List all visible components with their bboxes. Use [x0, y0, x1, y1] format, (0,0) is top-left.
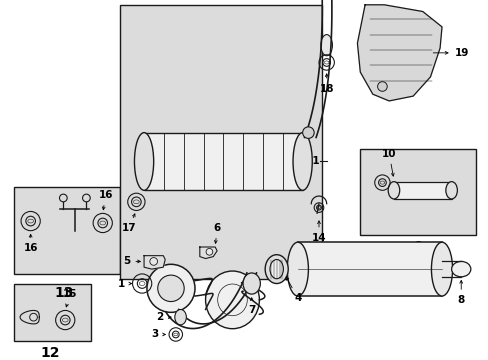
Circle shape	[377, 82, 386, 91]
Text: 15: 15	[62, 289, 77, 307]
Text: 13: 13	[55, 287, 74, 300]
Text: 9: 9	[412, 240, 422, 254]
Bar	[120, 5, 321, 279]
Ellipse shape	[320, 35, 332, 56]
Ellipse shape	[269, 260, 283, 279]
Ellipse shape	[134, 132, 153, 190]
Ellipse shape	[264, 255, 287, 284]
Circle shape	[158, 275, 184, 302]
Circle shape	[205, 248, 212, 255]
Bar	[297, 242, 441, 296]
Polygon shape	[144, 256, 165, 269]
Polygon shape	[357, 5, 441, 101]
Bar	[14, 188, 120, 274]
Ellipse shape	[243, 273, 260, 294]
Ellipse shape	[387, 182, 399, 199]
Ellipse shape	[286, 242, 308, 296]
Ellipse shape	[292, 132, 312, 190]
Text: 16: 16	[23, 234, 38, 253]
Ellipse shape	[445, 182, 456, 199]
Text: 5: 5	[123, 256, 140, 266]
Circle shape	[147, 264, 195, 312]
Text: 12: 12	[40, 346, 60, 360]
Ellipse shape	[430, 242, 452, 296]
Text: 16: 16	[98, 190, 113, 210]
Bar	[360, 149, 475, 235]
Text: –11: –11	[300, 157, 319, 166]
Text: 4: 4	[285, 277, 301, 303]
Text: 14: 14	[311, 221, 325, 243]
Bar	[14, 284, 91, 341]
Ellipse shape	[205, 271, 259, 329]
Bar	[144, 132, 302, 190]
Polygon shape	[200, 247, 217, 258]
Text: 17: 17	[121, 214, 136, 233]
Text: 7: 7	[247, 298, 255, 315]
Text: 18: 18	[319, 74, 333, 94]
Text: 3: 3	[151, 329, 165, 339]
Ellipse shape	[175, 310, 186, 325]
Ellipse shape	[451, 261, 470, 277]
Text: 8: 8	[457, 280, 464, 305]
Circle shape	[149, 257, 157, 265]
Text: 19: 19	[432, 48, 468, 58]
Text: 6: 6	[213, 223, 220, 243]
Circle shape	[302, 127, 313, 138]
Text: 2: 2	[156, 312, 171, 322]
Text: 1: 1	[117, 279, 131, 288]
Bar	[393, 182, 451, 199]
Text: 10: 10	[381, 149, 396, 176]
